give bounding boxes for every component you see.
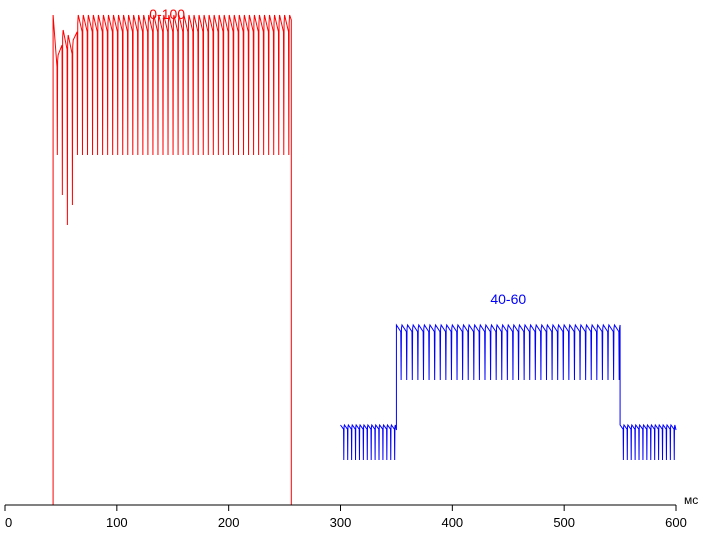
x-tick-label: 500 — [553, 515, 575, 530]
x-axis-unit-label: мс — [684, 493, 698, 507]
series-line-0 — [5, 14, 341, 506]
plot-area — [5, 14, 677, 506]
x-tick-label: 600 — [665, 515, 687, 530]
x-tick-label: 0 — [5, 515, 12, 530]
x-axis: 0 100 200 300 400 500 600 мс — [4, 493, 698, 530]
series-label-0: 0-100 — [149, 6, 185, 22]
x-tick-label: 400 — [441, 515, 463, 530]
series-label-1: 40-60 — [490, 291, 526, 307]
x-tick-label: 200 — [218, 515, 240, 530]
x-axis-ticks: 0 100 200 300 400 500 600 — [4, 505, 687, 530]
series-line-1 — [340, 323, 677, 461]
x-tick-label: 300 — [330, 515, 352, 530]
series-labels: 0-100 40-60 — [149, 6, 526, 307]
x-tick-label: 100 — [106, 515, 128, 530]
